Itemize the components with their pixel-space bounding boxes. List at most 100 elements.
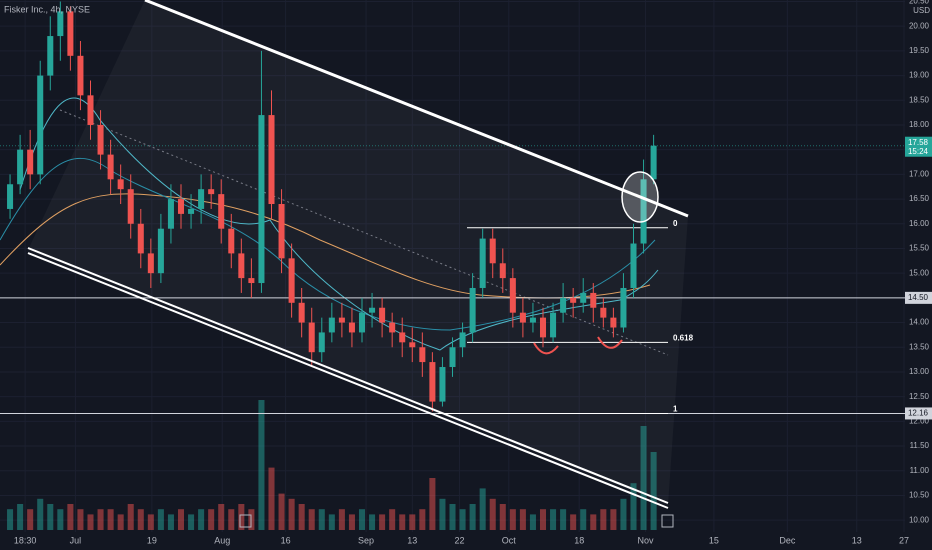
candle-body	[137, 223, 144, 254]
volume-bar	[429, 478, 436, 530]
volume-bar	[258, 400, 265, 530]
volume-bar	[610, 509, 617, 530]
candle-body	[409, 342, 416, 348]
candle-body	[479, 238, 486, 288]
x-tick-label: 18:30	[14, 535, 37, 545]
volume-bar	[469, 504, 476, 530]
candle-body	[379, 307, 386, 323]
trendline	[27, 252, 669, 509]
volume-bar	[208, 509, 215, 530]
volume-bar	[409, 514, 416, 530]
volume-bar	[318, 509, 325, 530]
volume-bar	[308, 509, 315, 530]
candle-body	[650, 145, 657, 180]
volume-bar	[127, 504, 134, 530]
volume-bar	[77, 509, 84, 530]
level-label-box	[905, 407, 932, 420]
volume-bar	[177, 509, 185, 530]
candle-body	[17, 149, 24, 185]
candle-body	[67, 11, 74, 56]
y-tick-label: 14.00	[909, 318, 930, 327]
volume-bar	[117, 514, 124, 530]
volume-bar	[338, 509, 345, 530]
volume-bar	[37, 498, 44, 530]
candle-body	[218, 194, 225, 229]
candle-body	[509, 278, 516, 313]
candle-body	[157, 228, 164, 274]
volume-bar	[107, 509, 114, 530]
volume-bar	[369, 514, 376, 530]
x-tick-label: 27	[899, 535, 909, 545]
channel-fill	[28, 0, 688, 505]
candle-body	[77, 55, 84, 96]
x-tick-label: Jul	[70, 535, 82, 545]
y-tick-label: 18.00	[909, 120, 930, 129]
channel-midline	[59, 109, 669, 356]
x-tick-label: Aug	[214, 535, 230, 545]
candle-body	[328, 317, 335, 333]
candle-body	[499, 263, 506, 279]
candle-body	[27, 149, 34, 175]
candle-body	[539, 317, 547, 338]
volume-bar	[278, 493, 285, 530]
volume-bar	[57, 509, 64, 530]
volume-bar	[640, 426, 647, 530]
volume-bar	[198, 509, 205, 530]
chart-title: Fisker Inc., 4h, NYSE	[4, 4, 90, 14]
volume-bar	[620, 498, 627, 530]
candle-body	[177, 199, 185, 214]
volume-bar	[137, 509, 144, 530]
level-label-box	[905, 291, 932, 304]
volume-bar	[459, 509, 466, 530]
volume-bar	[87, 514, 94, 530]
candle-body	[127, 189, 134, 224]
volume-bar	[147, 514, 154, 530]
x-tick-label: Sep	[358, 535, 374, 545]
volume-bar	[560, 509, 567, 530]
x-tick-label: 13	[852, 535, 862, 545]
x-tick-label: Nov	[638, 535, 655, 545]
y-tick-label: 11.00	[910, 466, 930, 475]
volume-bar	[489, 498, 496, 530]
candle-body	[298, 302, 305, 323]
volume-bar	[499, 504, 506, 530]
y-tick-label: 13.50	[909, 342, 930, 351]
volume-bar	[479, 488, 486, 530]
volume-bar	[238, 504, 245, 530]
volume-bar	[167, 514, 174, 530]
volume-bar	[650, 452, 657, 530]
candle-body	[7, 184, 14, 209]
candle-body	[278, 204, 285, 259]
volume-bar	[519, 509, 526, 530]
y-tick-label: 18.50	[909, 95, 930, 104]
candle-body	[318, 332, 325, 353]
candle-body	[550, 312, 557, 338]
volume-bar	[580, 509, 587, 530]
time-axis	[0, 532, 932, 550]
candle-body	[147, 253, 154, 274]
y-tick-label: 10.00	[909, 515, 930, 524]
countdown: 15:24	[908, 147, 929, 156]
highlight-circle	[621, 171, 659, 223]
volume-bar	[7, 509, 14, 530]
volume-bar	[328, 514, 335, 530]
candle-body	[248, 278, 255, 284]
fib-label: 1	[673, 405, 678, 414]
candle-body	[208, 189, 215, 195]
y-tick-label: 13.00	[909, 367, 930, 376]
volume-bar	[550, 509, 557, 530]
candle-body	[590, 292, 597, 308]
moving-average	[0, 158, 656, 331]
candle-body	[459, 332, 466, 348]
candle-body	[167, 199, 174, 229]
y-tick-label: 16.50	[909, 194, 930, 203]
candle-body	[47, 36, 54, 76]
candle-body	[198, 189, 205, 209]
x-tick-label: 15	[709, 535, 719, 545]
candle-body	[620, 287, 627, 328]
volume-bar	[47, 504, 54, 530]
volume-bar	[509, 509, 516, 530]
candle-body	[560, 297, 567, 313]
